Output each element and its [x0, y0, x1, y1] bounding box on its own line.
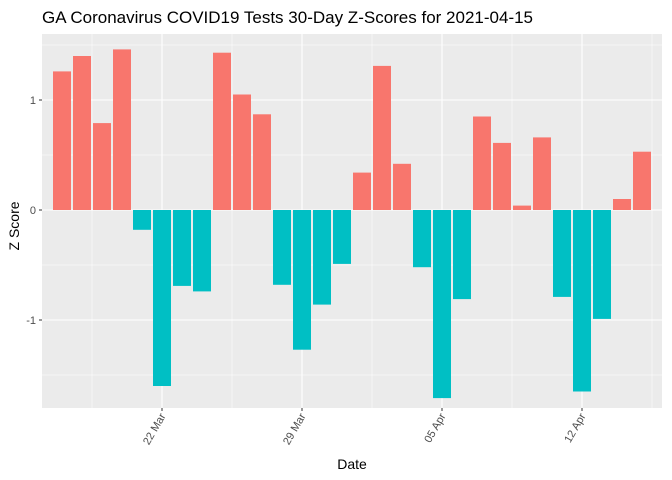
y-axis-title: Z Score	[6, 201, 22, 250]
bar	[353, 172, 371, 210]
bar	[453, 210, 471, 300]
y-axis: -1 0 1	[26, 95, 42, 327]
bar	[593, 210, 611, 319]
bar	[273, 210, 291, 285]
bar	[633, 151, 651, 210]
bar	[153, 210, 171, 386]
bar	[193, 210, 211, 292]
x-axis-title: Date	[337, 456, 367, 472]
bar	[73, 56, 91, 210]
bar	[393, 163, 411, 210]
x-tick-label: 29 Mar	[281, 411, 309, 447]
bar	[133, 210, 151, 230]
bar	[93, 123, 111, 210]
x-tick-label: 12 Apr	[562, 411, 588, 445]
bar	[533, 137, 551, 210]
x-axis: 22 Mar 29 Mar 05 Apr 12 Apr	[141, 408, 589, 447]
bar	[553, 210, 571, 297]
bar	[313, 210, 331, 305]
bar	[493, 142, 511, 210]
y-tick-label: 0	[30, 205, 36, 217]
grid-minor	[42, 34, 662, 408]
y-tick-label: 1	[30, 95, 36, 107]
bar	[233, 94, 251, 210]
x-tick-label: 22 Mar	[141, 411, 169, 447]
bar	[413, 210, 431, 268]
bar	[373, 65, 391, 211]
bar	[573, 210, 591, 392]
chart-title: GA Coronavirus COVID19 Tests 30-Day Z-Sc…	[42, 8, 533, 27]
bar	[253, 114, 271, 210]
bars	[53, 49, 651, 399]
bar	[113, 49, 131, 211]
bar	[473, 116, 491, 210]
bar	[613, 199, 631, 210]
bar	[53, 71, 71, 211]
bar	[293, 210, 311, 350]
y-tick-label: -1	[26, 315, 36, 327]
bar	[213, 52, 231, 211]
bar	[513, 205, 531, 210]
bar	[433, 210, 451, 399]
x-tick-label: 05 Apr	[422, 411, 448, 445]
bar	[333, 210, 351, 264]
bar	[173, 210, 191, 286]
